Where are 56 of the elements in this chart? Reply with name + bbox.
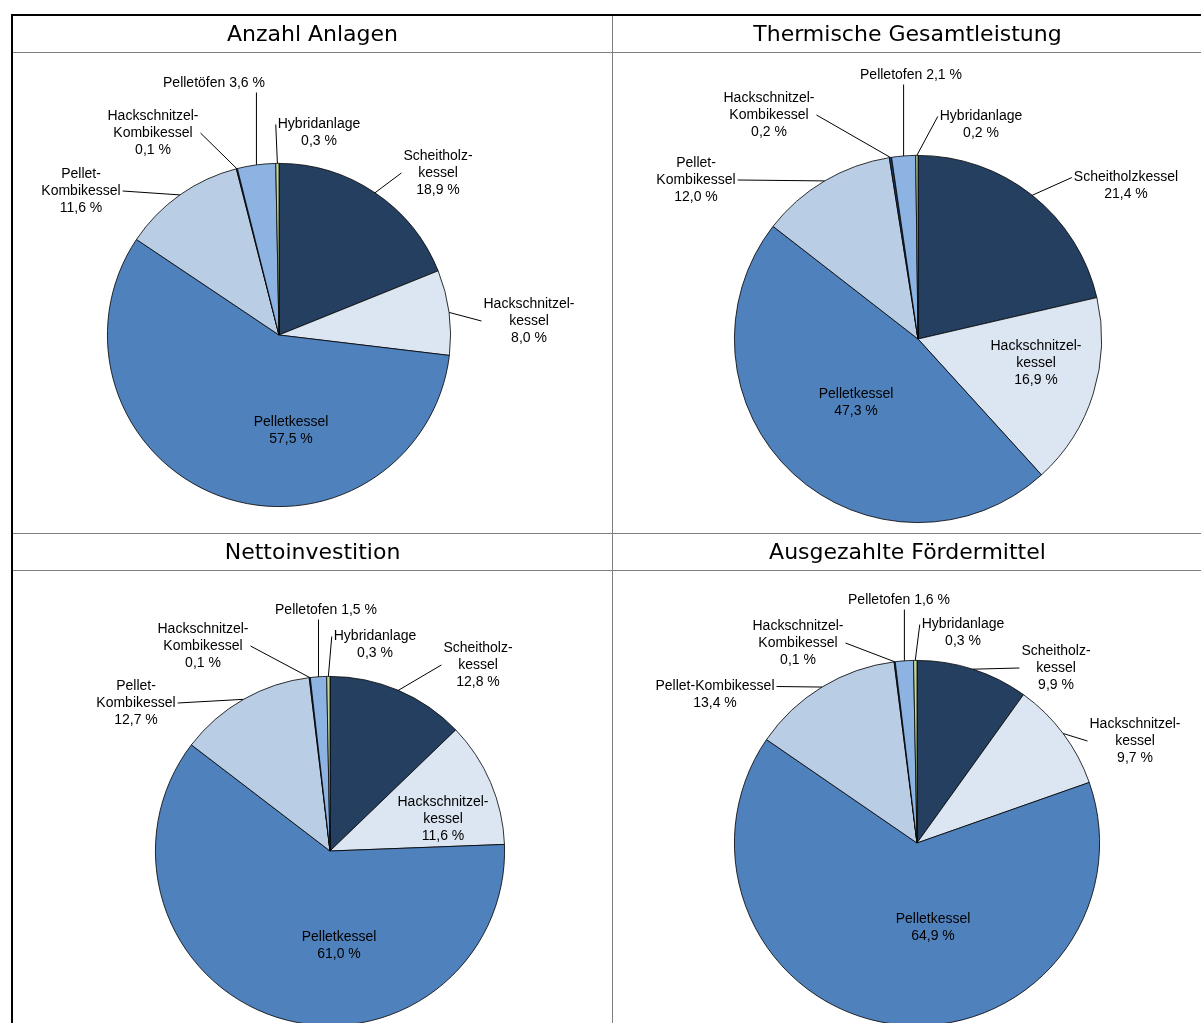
data-label: 9,9 % — [1038, 675, 1074, 692]
slice-label: Hybridanlage — [939, 107, 1023, 124]
slice-label: Hybridanlage — [277, 115, 361, 132]
slice-label: Hackschnitzel- Kombikessel — [157, 619, 249, 653]
data-label: 9,7 % — [1117, 748, 1153, 765]
chart-title: Nettoinvestition — [13, 534, 612, 571]
slice-label: Scheitholz- kessel — [403, 146, 473, 180]
data-label: 0,1 % — [135, 140, 171, 157]
slice-label: Hackschnitzel- Kombikessel — [107, 106, 199, 140]
data-label: 12,8 % — [456, 672, 500, 689]
data-label: 11,6 % — [421, 826, 465, 843]
slice-label: Hackschnitzel- Kombikessel — [723, 88, 815, 122]
data-label: 0,3 % — [357, 644, 393, 661]
data-label: 47,3 % — [834, 402, 878, 419]
slice-label: Pellet-Kombikessel — [655, 677, 775, 694]
slice-label: Pellet- Kombikessel — [656, 153, 736, 187]
data-label: 12,7 % — [114, 710, 158, 727]
data-label: 61,0 % — [317, 945, 361, 962]
chart-title: Thermische Gesamtleistung — [613, 16, 1201, 53]
data-label: 11,6 % — [59, 198, 103, 215]
slice-label: Hackschnitzel- kessel — [1089, 714, 1181, 748]
data-label: 21,4 % — [1104, 185, 1148, 202]
data-label: 57,5 % — [269, 430, 313, 447]
data-label: 8,0 % — [511, 328, 547, 345]
data-label: 12,0 % — [674, 187, 718, 204]
data-label: 16,9 % — [1014, 370, 1058, 387]
slice-label: Pelletofen 1,5 % — [275, 600, 377, 617]
data-label: 18,9 % — [416, 180, 460, 197]
slice-label: Scheitholz- kessel — [1021, 641, 1091, 675]
data-label: 0,1 % — [185, 653, 221, 670]
slice-label: Pelletkessel — [818, 385, 894, 402]
slice-label: Hackschnitzel- kessel — [990, 336, 1082, 370]
data-label: 64,9 % — [911, 927, 955, 944]
slice-label: Pellet- Kombikessel — [41, 164, 121, 198]
data-label: 0,3 % — [301, 132, 337, 149]
slice-label: Pellet- Kombikessel — [96, 676, 176, 710]
slice-label: Hackschnitzel- kessel — [483, 294, 575, 328]
slice-label: Hybridanlage — [921, 615, 1005, 632]
data-label: 13,4 % — [693, 694, 737, 711]
slice-label: Pelletkessel — [895, 910, 971, 927]
data-label: 0,1 % — [780, 650, 816, 667]
slice-label: Hybridanlage — [333, 627, 417, 644]
chart-title: Ausgezahlte Fördermittel — [613, 534, 1201, 571]
slice-label: Scheitholz- kessel — [443, 638, 513, 672]
slice-label: Hackschnitzel- Kombikessel — [752, 616, 844, 650]
slice-label: Pelletkessel — [301, 928, 377, 945]
data-label: 0,3 % — [945, 632, 981, 649]
data-label: 0,2 % — [963, 124, 999, 141]
slice-label: Pelletofen 1,6 % — [848, 590, 950, 607]
chart-title: Anzahl Anlagen — [13, 16, 612, 53]
slice-label: Pelletofen 2,1 % — [860, 65, 962, 82]
slice-label: Pelletkessel — [253, 413, 329, 430]
data-label: 0,2 % — [751, 122, 787, 139]
slice-label: Hackschnitzel- kessel — [397, 792, 489, 826]
slice-label: Pelletöfen 3,6 % — [163, 73, 265, 90]
slice-label: Scheitholzkessel — [1073, 168, 1179, 185]
